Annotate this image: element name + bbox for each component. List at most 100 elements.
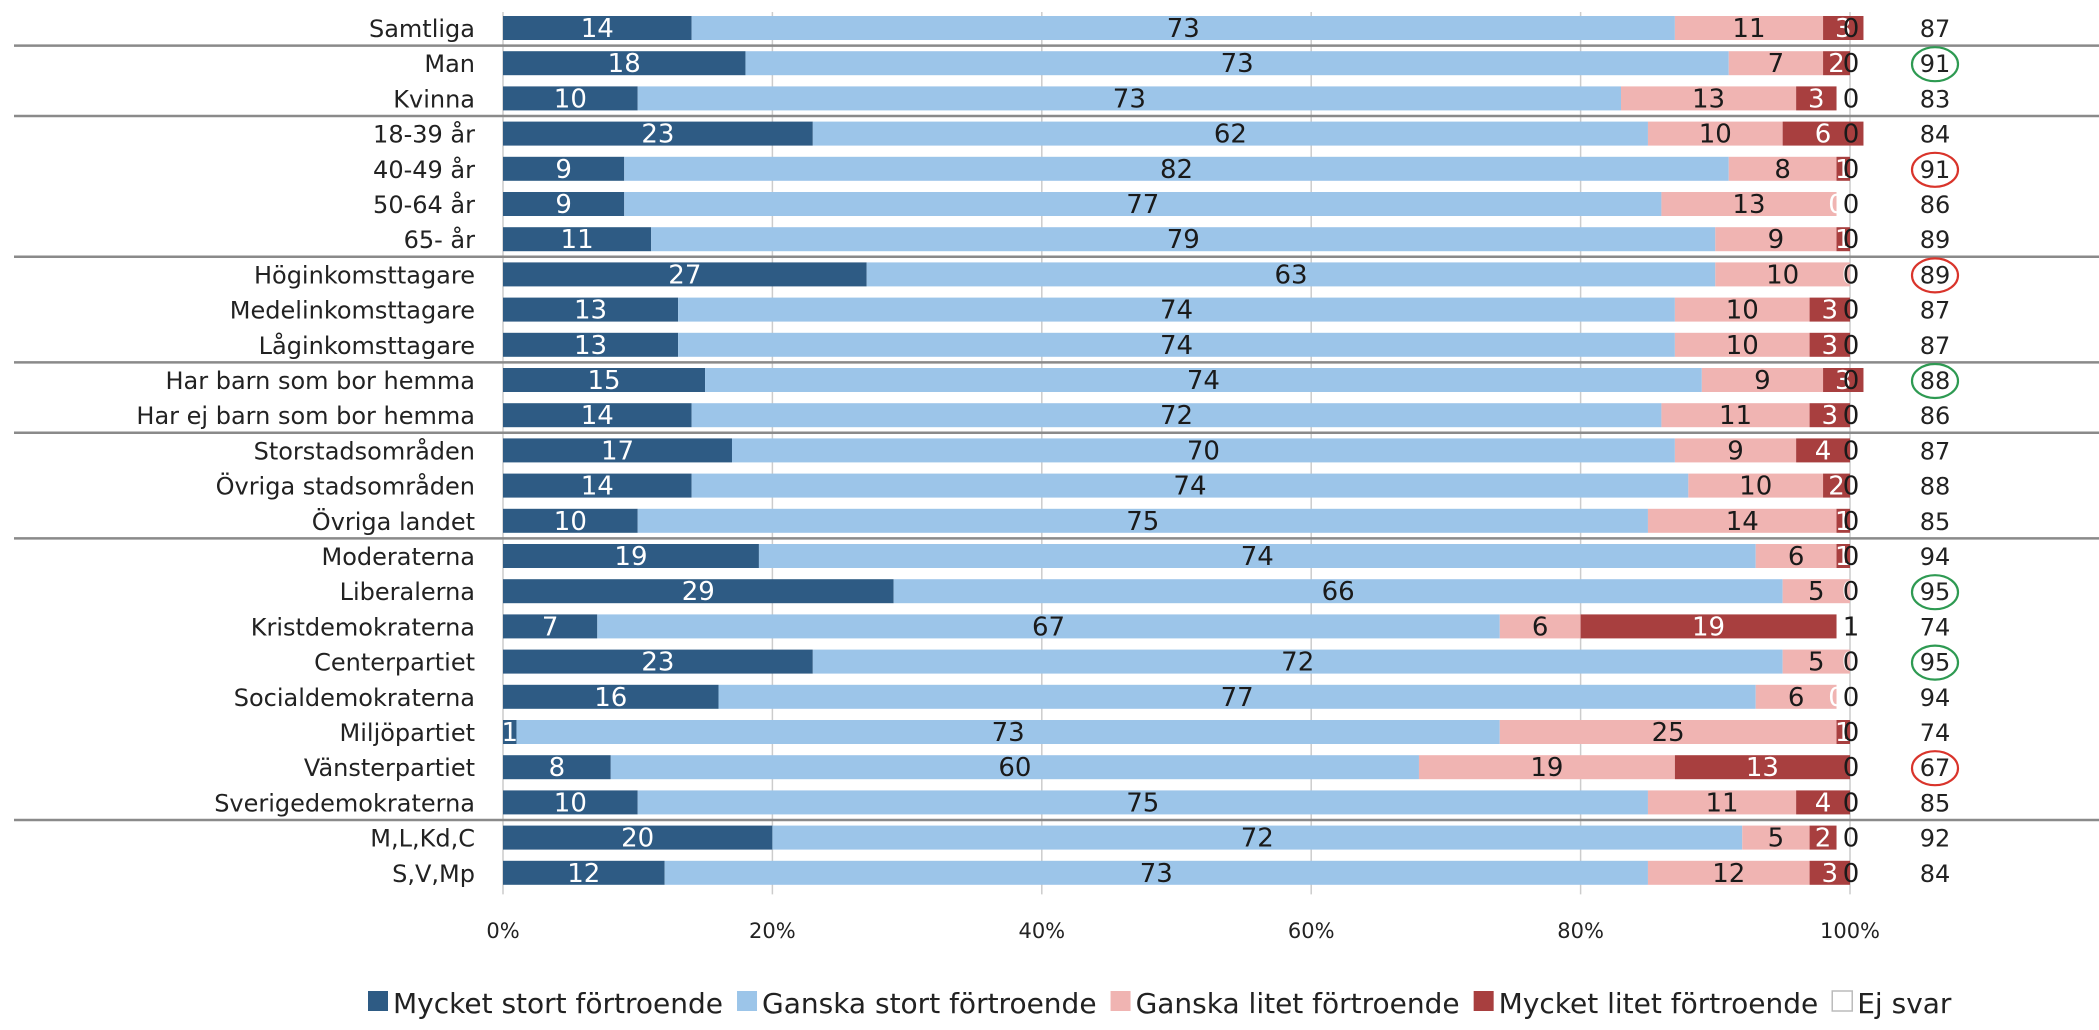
data-label: 12 <box>567 859 600 889</box>
x-axis: 0% 20% 40% 60% 80% 100% <box>486 919 1880 943</box>
row-label: Sverigedemokraterna <box>214 789 475 817</box>
legend-item: Ej svar <box>1831 987 1952 1020</box>
bar-segment <box>1715 227 1837 252</box>
row-label: 50-64 år <box>373 190 475 219</box>
data-label: 6 <box>1815 120 1832 150</box>
data-label: 10 <box>554 84 587 114</box>
row-label: M,L,Kd,C <box>370 825 475 853</box>
bar-segment <box>624 156 1729 181</box>
bar-row: Vänsterpartiet 8 60 19 13 0 67 <box>304 753 1950 783</box>
data-label: 5 <box>1808 648 1825 678</box>
bar-segment <box>1809 825 1837 850</box>
data-label: 13 <box>1732 190 1765 220</box>
bar-segment <box>503 403 692 428</box>
bar-segment <box>1674 16 1824 40</box>
data-label: 5 <box>1808 577 1825 607</box>
bar-row: Samtliga 14 73 11 30 87 <box>369 14 1950 44</box>
legend-item: Mycket litet förtroende <box>1473 987 1819 1020</box>
bar-segment <box>1755 684 1837 709</box>
legend-swatch <box>1473 991 1494 1011</box>
data-label: 3 <box>1822 296 1839 326</box>
data-label: 29 <box>682 577 715 607</box>
bar-segment <box>1742 825 1810 850</box>
row-label: Socialdemokraterna <box>234 684 475 712</box>
bar-segment <box>1499 614 1581 639</box>
data-label: 6 <box>1532 612 1549 642</box>
data-label: 13 <box>574 331 607 361</box>
bar-segment <box>503 297 679 322</box>
data-label: 73 <box>992 718 1025 748</box>
row-label: Miljöpartiet <box>340 719 475 747</box>
data-label: 15 <box>587 366 620 396</box>
data-label: 72 <box>1241 824 1274 854</box>
data-label: 13 <box>574 296 607 326</box>
data-label: 8 <box>1774 155 1791 185</box>
row-label: Storstadsområden <box>254 436 475 465</box>
total-highlight-circle <box>1910 151 1960 188</box>
total-value: 85 <box>1920 789 1951 817</box>
bar-segment <box>1782 649 1850 674</box>
legend-label: Mycket litet förtroende <box>1499 987 1819 1020</box>
data-label: 25 <box>1652 718 1685 748</box>
bar-segment <box>1674 755 1850 780</box>
data-label: 5 <box>1768 824 1785 854</box>
row-label: Man <box>424 50 475 78</box>
bar-segment <box>1499 720 1837 744</box>
bar-segment <box>1823 16 1864 40</box>
data-label: 11 <box>1719 401 1752 431</box>
bar-row: Höginkomsttagare 27 63 10 00 89 <box>254 260 1950 290</box>
bar-row: Kvinna 10 73 13 3 0 83 <box>393 84 1950 114</box>
data-label: 74 <box>1241 542 1274 572</box>
row-label: Medelinkomsttagare <box>230 297 475 325</box>
bar-segment <box>1688 473 1824 498</box>
bar-segment <box>1674 332 1810 357</box>
bar-segment <box>597 614 1500 639</box>
bar-row: 50-64 år 9 77 13 00 86 <box>373 190 1950 220</box>
data-label: 0 <box>1843 436 1860 466</box>
total-highlight-circle <box>1910 574 1960 611</box>
data-label: 27 <box>668 260 701 290</box>
data-label: 23 <box>641 120 674 150</box>
data-label: 3 <box>1835 14 1852 44</box>
bar-segment <box>503 649 813 674</box>
row-label: Har barn som bor hemma <box>165 367 475 395</box>
bar-segment <box>1836 156 1850 181</box>
data-label: 4 <box>1815 436 1832 466</box>
bar-segment <box>503 121 813 146</box>
bar-segment <box>1809 332 1850 357</box>
data-label: 0 <box>1843 507 1860 537</box>
data-label: 2 <box>1828 472 1845 502</box>
data-label: 11 <box>1732 14 1765 44</box>
total-highlight-circle <box>1910 46 1960 83</box>
data-label: 14 <box>581 472 614 502</box>
bar-row: Sverigedemokraterna 10 75 11 4 0 85 <box>214 788 1950 818</box>
data-label: 1 <box>1835 225 1852 255</box>
data-label: 10 <box>1726 331 1759 361</box>
data-label: 67 <box>1032 612 1065 642</box>
row-label: S,V,Mp <box>392 860 475 888</box>
data-label: 10 <box>554 507 587 537</box>
data-label: 74 <box>1173 472 1206 502</box>
x-tick-label: 100% <box>1820 919 1880 943</box>
bar-row: Låginkomsttagare 13 74 10 3 0 87 <box>259 331 1951 361</box>
data-label: 1 <box>1843 612 1860 642</box>
data-label: 10 <box>1739 472 1772 502</box>
total-value: 86 <box>1920 402 1951 430</box>
data-label: 19 <box>614 542 647 572</box>
data-label: 0 <box>1843 577 1860 607</box>
bar-row: Medelinkomsttagare 13 74 10 3 0 87 <box>230 296 1950 326</box>
row-label: Kristdemokraterna <box>251 613 475 641</box>
bar-segment <box>1782 579 1850 604</box>
total-value: 85 <box>1920 508 1951 536</box>
bar-segment <box>1661 403 1810 428</box>
data-label: 7 <box>542 612 559 642</box>
bar-segment <box>637 790 1648 815</box>
data-label: 0 <box>1843 84 1860 114</box>
data-label: 0 <box>1842 577 1859 607</box>
data-label: 10 <box>1766 260 1799 290</box>
data-label: 0 <box>1843 366 1860 396</box>
row-label: Låginkomsttagare <box>259 331 475 360</box>
data-label: 3 <box>1822 401 1839 431</box>
data-label: 73 <box>1221 49 1254 79</box>
